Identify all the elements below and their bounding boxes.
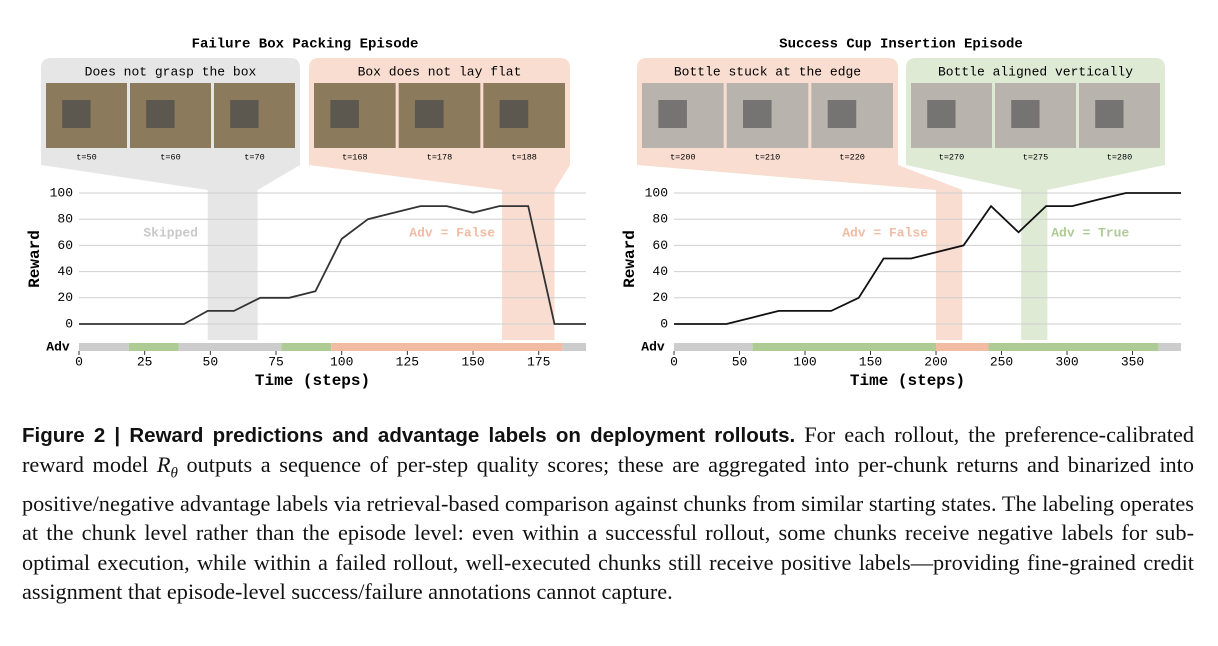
y-tick-label: 80 (652, 212, 668, 227)
adv-segment (988, 343, 1159, 351)
x-tick-label: 350 (1121, 354, 1144, 369)
frame-time: t=270 (939, 152, 965, 162)
x-tick-label: 50 (732, 354, 748, 369)
band-label: Adv = False (409, 225, 495, 240)
y-axis-label: Reward (621, 230, 639, 288)
x-tick-label: 50 (203, 354, 219, 369)
x-tick-label: 150 (859, 354, 882, 369)
y-tick-label: 60 (652, 238, 668, 253)
band-label: Skipped (143, 225, 198, 240)
adv-segment (1158, 343, 1181, 351)
frame-detail (1095, 100, 1124, 128)
frame-time: t=70 (244, 152, 264, 162)
y-tick-label: 100 (645, 185, 668, 200)
frame-time: t=178 (427, 152, 453, 162)
frame-detail (415, 100, 444, 128)
adv-segment (281, 343, 332, 351)
adv-segment (128, 343, 179, 351)
y-tick-label: 40 (57, 264, 73, 279)
band-label: Adv = True (1051, 225, 1129, 240)
adv-segment (936, 343, 989, 351)
frame-time: t=220 (839, 152, 865, 162)
frame-detail (146, 100, 175, 128)
caption-text: outputs a sequence of per-step quality s… (22, 452, 1195, 604)
y-tick-label: 20 (652, 290, 668, 305)
panel-label: Does not grasp the box (85, 64, 257, 79)
adv-segment (562, 343, 586, 351)
frame-detail (827, 100, 857, 128)
x-tick-label: 100 (793, 354, 816, 369)
frame-detail (499, 100, 529, 128)
adv-segment (674, 343, 753, 351)
y-tick-label: 0 (660, 316, 668, 331)
x-tick-label: 75 (268, 354, 284, 369)
panel-label: Bottle aligned vertically (938, 64, 1133, 79)
y-tick-label: 100 (50, 185, 73, 200)
x-axis-label: Time (steps) (850, 372, 965, 390)
panel-label: Bottle stuck at the edge (674, 64, 861, 79)
caption-text: For each rollout, the preference-calibra… (22, 422, 1194, 478)
adv-segment (178, 343, 282, 351)
frame-time: t=168 (342, 152, 368, 162)
x-tick-label: 25 (137, 354, 153, 369)
frame-time: t=50 (76, 152, 96, 162)
x-axis-label: Time (steps) (255, 372, 370, 390)
symbol: Rθ (156, 452, 178, 481)
x-tick-label: 150 (461, 354, 484, 369)
frame-time: t=200 (670, 152, 696, 162)
caption: Figure 2 | Reward predictions and advant… (22, 420, 1194, 606)
panel-label: Box does not lay flat (358, 64, 522, 79)
y-axis-label: Reward (26, 230, 44, 288)
adv-label: Adv (46, 339, 70, 354)
frame-detail (658, 100, 687, 128)
x-tick-label: 0 (670, 354, 678, 369)
caption-label: Figure 2 | Reward predictions and advant… (22, 424, 796, 447)
frame-time: t=188 (511, 152, 537, 162)
x-tick-label: 175 (527, 354, 550, 369)
y-tick-label: 40 (652, 264, 668, 279)
frame-time: t=275 (1023, 152, 1049, 162)
frame-time: t=280 (1107, 152, 1133, 162)
adv-label: Adv (641, 339, 665, 354)
y-tick-label: 0 (65, 316, 73, 331)
y-tick-label: 20 (57, 290, 73, 305)
frame-detail (62, 100, 91, 128)
x-tick-label: 250 (990, 354, 1013, 369)
symbol-sub: θ (170, 465, 178, 482)
x-tick-label: 125 (396, 354, 419, 369)
frame-time: t=210 (755, 152, 781, 162)
x-tick-label: 300 (1055, 354, 1078, 369)
y-tick-label: 80 (57, 212, 73, 227)
figure: Failure Box Packing Episode Does not gras… (26, 37, 1181, 390)
frame-detail (330, 100, 359, 128)
frame-detail (927, 100, 956, 128)
frame-detail (743, 100, 772, 128)
x-tick-label: 200 (924, 354, 947, 369)
adv-segment (79, 343, 129, 351)
reward-line (79, 205, 586, 325)
frame-detail (1011, 100, 1040, 128)
y-tick-label: 60 (57, 238, 73, 253)
symbol-r: R (156, 452, 171, 478)
x-tick-label: 0 (75, 354, 83, 369)
frame-time: t=60 (160, 152, 180, 162)
band-label: Adv = False (842, 225, 928, 240)
reward-line (674, 192, 1181, 325)
adv-segment (331, 343, 563, 351)
adv-segment (752, 343, 937, 351)
chart-title: Success Cup Insertion Episode (779, 37, 1023, 53)
x-tick-label: 100 (330, 354, 353, 369)
chart-title: Failure Box Packing Episode (192, 37, 419, 53)
frame-detail (230, 100, 259, 128)
